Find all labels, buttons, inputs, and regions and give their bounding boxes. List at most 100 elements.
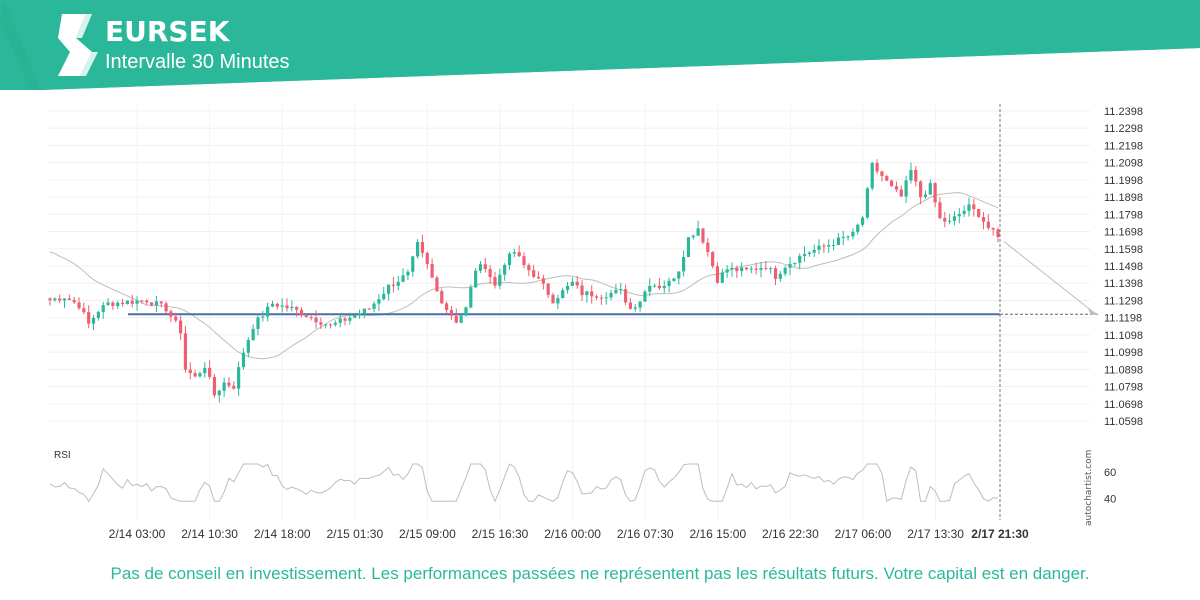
candle-body [532, 270, 536, 277]
candle-body [507, 253, 512, 266]
candle-body [928, 183, 932, 195]
candle-body [614, 290, 618, 293]
candle-body [135, 300, 139, 304]
candle-body [856, 224, 860, 232]
x-tick-label: 2/15 16:30 [472, 527, 529, 541]
candle-body [570, 281, 574, 286]
candle-body [304, 315, 308, 318]
candle-body [159, 301, 163, 304]
candle-body [193, 373, 197, 377]
x-tick-label: 2/16 00:00 [544, 527, 601, 541]
candle-body [783, 267, 787, 274]
candles [48, 159, 1000, 403]
candle-body [459, 315, 463, 323]
candle-body [919, 181, 923, 198]
candle-body [817, 245, 821, 250]
candle-body [643, 291, 647, 302]
candle-body [730, 267, 734, 270]
candle-body [740, 267, 744, 272]
candle-body [759, 267, 763, 270]
candle-body [478, 264, 483, 271]
candle-body [846, 236, 850, 238]
candle-body [754, 268, 758, 270]
candle-body [338, 318, 342, 323]
candle-body [909, 169, 913, 181]
y-tick-label: 11.1398 [1104, 278, 1143, 290]
candle-body [251, 328, 255, 340]
candle-body [357, 313, 362, 316]
candle-body [198, 373, 202, 377]
candle-body [188, 369, 192, 374]
candle-body [203, 367, 207, 374]
y-tick-label: 11.0698 [1104, 399, 1143, 411]
candle-body [899, 189, 903, 197]
candle-body [493, 276, 497, 286]
candle-body [885, 176, 889, 181]
y-tick-label: 11.1198 [1104, 313, 1142, 325]
symbol-title: EURSEK [105, 15, 230, 48]
candle-body [483, 264, 487, 270]
candle-body [802, 254, 807, 256]
candle-body [769, 268, 773, 270]
candle-body [164, 303, 168, 312]
candle-body [333, 322, 337, 325]
candle-body [285, 305, 289, 309]
candle-body [860, 217, 865, 225]
candle-body [101, 305, 105, 312]
header-banner [0, 0, 1200, 90]
x-tick-label: 2/16 15:00 [689, 527, 746, 541]
candle-body [672, 278, 676, 281]
candle-body [957, 213, 961, 217]
rsi-label: RSI [54, 450, 71, 461]
candle-body [822, 245, 826, 247]
candle-body [106, 302, 110, 306]
candle-body [111, 302, 115, 307]
y-tick-label: 11.0998 [1104, 347, 1143, 359]
y-tick-label: 11.1998 [1104, 175, 1143, 187]
y-tick-label: 11.1798 [1104, 209, 1143, 221]
candle-body [575, 281, 579, 286]
projection-arrow-line [1003, 241, 1097, 315]
candle-body [667, 280, 671, 287]
candle-body [82, 308, 86, 313]
candle-body [62, 298, 67, 301]
candle-body [870, 163, 874, 189]
candle-body [328, 324, 333, 326]
candle-body [991, 227, 995, 230]
candle-body [977, 208, 981, 218]
candle-body [498, 274, 502, 286]
candle-body [565, 285, 570, 291]
candle-body [67, 298, 71, 300]
candle-body [469, 287, 473, 308]
candle-body [764, 267, 768, 269]
candle-body [120, 302, 125, 305]
candle-body [952, 216, 957, 221]
candle-body [367, 308, 371, 310]
candle-body [222, 382, 226, 391]
candle-body [256, 317, 260, 329]
candle-body [889, 180, 894, 187]
candle-body [725, 269, 729, 273]
candle-body [875, 163, 879, 172]
candle-body [933, 183, 937, 203]
candle-body [546, 283, 550, 295]
candle-body [87, 312, 91, 324]
candle-body [836, 237, 840, 246]
candle-body [536, 276, 541, 279]
candle-body [609, 292, 613, 298]
candle-body [633, 307, 637, 309]
candle-body [967, 204, 971, 211]
x-tick-label: 2/15 09:00 [399, 527, 456, 541]
autochartist-logo-icon [58, 14, 98, 76]
candle-body [237, 367, 241, 389]
candle-body [96, 311, 100, 318]
candle-body [981, 217, 986, 222]
candle-body [522, 256, 526, 266]
candle-body [415, 242, 420, 257]
candle-body [391, 284, 396, 286]
candle-body [348, 317, 352, 321]
brand-vertical-text: autochartist.com [1084, 449, 1094, 526]
candle-body [744, 267, 749, 270]
candle-body [280, 305, 284, 307]
candle-body [711, 252, 715, 267]
